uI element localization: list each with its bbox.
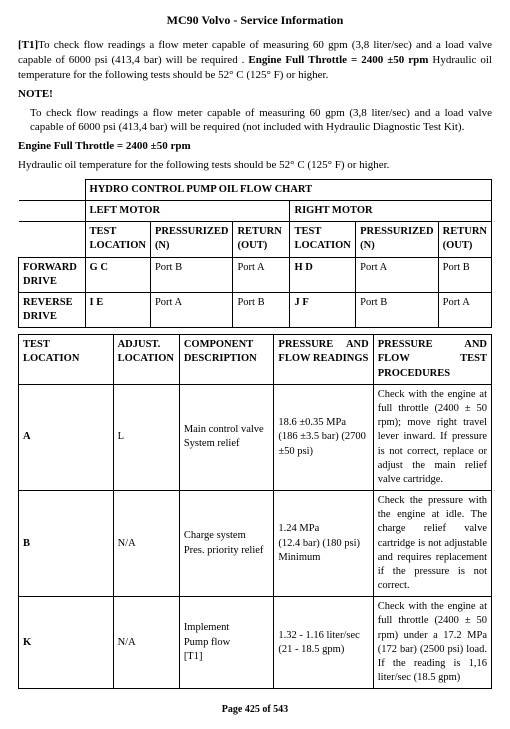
intro-engine: Engine Full Throttle = 2400 ±50 rpm bbox=[248, 54, 428, 66]
table-row-label: REVERSE DRIVE bbox=[19, 292, 86, 327]
table-row-label: FORWARD DRIVE bbox=[19, 257, 86, 292]
table-cell-pressure: 1.24 MPa(12.4 bar) (180 psi) Minimum bbox=[274, 491, 373, 597]
table-cell: Port B bbox=[356, 292, 439, 327]
flow-chart-table: HYDRO CONTROL PUMP OIL FLOW CHART LEFT M… bbox=[18, 179, 492, 328]
engine-line-text: Engine Full Throttle = 2400 ±50 rpm bbox=[18, 140, 191, 152]
chart-title: HYDRO CONTROL PUMP OIL FLOW CHART bbox=[85, 179, 491, 200]
intro-tag: [T1] bbox=[18, 39, 38, 51]
hdr-pressure-flow: PRESSURE AND FLOW READINGS bbox=[274, 335, 373, 385]
table-cell-adjust: N/A bbox=[113, 597, 179, 689]
table-cell: H D bbox=[290, 257, 356, 292]
hdr-procedures: PRESSURE AND FLOW TEST PROCEDURES bbox=[373, 335, 491, 385]
hdr-test-location: TEST LOCATION bbox=[19, 335, 114, 385]
table-cell: Port B bbox=[233, 292, 290, 327]
table-cell-adjust: L bbox=[113, 384, 179, 490]
col-pressurized-l: PRESSURIZED(N) bbox=[150, 222, 233, 257]
table-cell: Port A bbox=[150, 292, 233, 327]
page-footer: Page 425 of 543 bbox=[18, 703, 492, 717]
page-title: MC90 Volvo - Service Information bbox=[18, 12, 492, 28]
table-cell-adjust: N/A bbox=[113, 491, 179, 597]
table-cell: Port B bbox=[438, 257, 491, 292]
table-cell-procedure: Check with the engine at full throttle (… bbox=[373, 597, 491, 689]
intro-paragraph: [T1]To check flow readings a flow meter … bbox=[18, 38, 492, 83]
blank-cell bbox=[19, 179, 86, 200]
engine-line: Engine Full Throttle = 2400 ±50 rpm bbox=[18, 139, 492, 154]
col-return-l: RETURN(OUT) bbox=[233, 222, 290, 257]
hydraulic-line: Hydraulic oil temperature for the follow… bbox=[18, 158, 492, 173]
col-pressurized-r: PRESSURIZED(N) bbox=[356, 222, 439, 257]
note-heading: NOTE! bbox=[18, 87, 492, 102]
table-cell: I E bbox=[85, 292, 150, 327]
hdr-component: COMPONENT DESCRIPTION bbox=[179, 335, 274, 385]
left-motor-header: LEFT MOTOR bbox=[85, 201, 290, 222]
blank-cell bbox=[19, 222, 86, 257]
table-cell-component: ImplementPump flow[T1] bbox=[179, 597, 274, 689]
right-motor-header: RIGHT MOTOR bbox=[290, 201, 492, 222]
table-cell: Port A bbox=[356, 257, 439, 292]
col-return-r: RETURN(OUT) bbox=[438, 222, 491, 257]
table-row-location: A bbox=[19, 384, 114, 490]
hdr-adjust: ADJUST. LOCATION bbox=[113, 335, 179, 385]
table-cell: Port A bbox=[438, 292, 491, 327]
table-cell-component: Main control valve System relief bbox=[179, 384, 274, 490]
blank-cell bbox=[19, 201, 86, 222]
table-cell-pressure: 18.6 ±0.35 MPa(186 ±3.5 bar) (2700 ±50 p… bbox=[274, 384, 373, 490]
table-cell-pressure: 1.32 - 1.16 liter/sec(21 - 18.5 gpm) bbox=[274, 597, 373, 689]
table-cell: Port B bbox=[150, 257, 233, 292]
table-cell: G C bbox=[85, 257, 150, 292]
note-body: To check flow readings a flow meter capa… bbox=[30, 106, 492, 136]
table-row-location: K bbox=[19, 597, 114, 689]
table-cell-procedure: Check the pressure with the engine at id… bbox=[373, 491, 491, 597]
table-cell: J F bbox=[290, 292, 356, 327]
col-test-location-r: TEST LOCATION bbox=[290, 222, 356, 257]
table-cell-component: Charge systemPres. priority relief bbox=[179, 491, 274, 597]
table-row-location: B bbox=[19, 491, 114, 597]
table-cell: Port A bbox=[233, 257, 290, 292]
col-test-location-l: TEST LOCATION bbox=[85, 222, 150, 257]
table-cell-procedure: Check with the engine at full throttle (… bbox=[373, 384, 491, 490]
procedures-table: TEST LOCATION ADJUST. LOCATION COMPONENT… bbox=[18, 334, 492, 689]
